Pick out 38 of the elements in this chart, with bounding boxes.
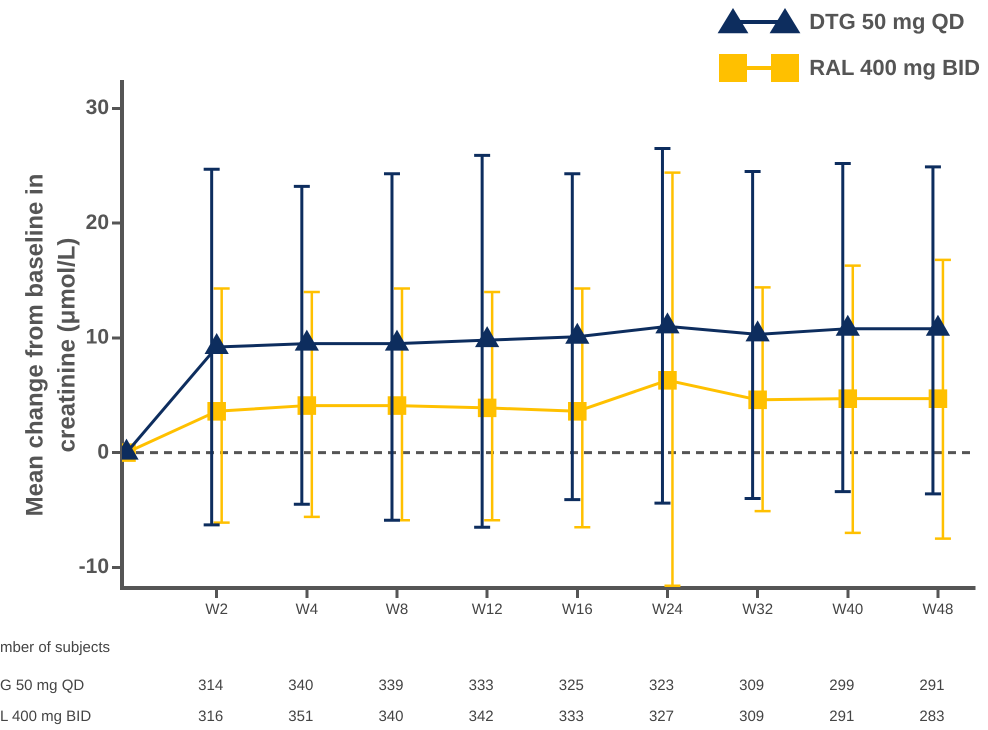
y-axis-title: Mean change from baseline in creatinine (μmol/L) bbox=[22, 174, 81, 516]
x-tick-label: W40 bbox=[832, 601, 864, 618]
y-tick-label: 30 bbox=[86, 96, 109, 120]
text: 309 bbox=[739, 677, 764, 694]
text: mber of subjects bbox=[0, 639, 110, 656]
text: 299 bbox=[829, 677, 854, 694]
text: 340 bbox=[378, 708, 404, 726]
text: 291 bbox=[829, 708, 854, 726]
text: 351 bbox=[288, 708, 314, 726]
text: 339 bbox=[378, 677, 404, 694]
text: 340 bbox=[288, 677, 314, 694]
text: 309 bbox=[739, 708, 764, 726]
x-tick-label: W24 bbox=[652, 601, 683, 618]
text: 283 bbox=[919, 708, 944, 726]
text: G 50 mg QD bbox=[0, 677, 84, 694]
legend-label: RAL 400 mg BID bbox=[809, 55, 980, 81]
text: 291 bbox=[919, 677, 944, 694]
legend-label: DTG 50 mg QD bbox=[809, 9, 964, 35]
y-tick-label: 10 bbox=[86, 326, 109, 349]
text: 325 bbox=[558, 677, 584, 694]
x-tick-label: W4 bbox=[296, 601, 318, 618]
text: L 400 mg BID bbox=[0, 708, 92, 726]
x-tick-label: W2 bbox=[205, 601, 228, 618]
text: 333 bbox=[558, 708, 584, 726]
text: 323 bbox=[648, 677, 674, 694]
x-tick-label: W12 bbox=[472, 601, 503, 618]
x-tick-label: W8 bbox=[386, 601, 408, 618]
text: 333 bbox=[468, 677, 494, 694]
text: 327 bbox=[648, 708, 674, 726]
text: 316 bbox=[198, 708, 224, 726]
y-tick-label: 0 bbox=[97, 440, 109, 464]
x-tick-label: W32 bbox=[742, 601, 774, 618]
y-tick-label: 20 bbox=[86, 210, 109, 234]
y-tick-label: -10 bbox=[78, 555, 109, 578]
x-tick-label: W16 bbox=[562, 601, 593, 618]
text: 342 bbox=[468, 708, 494, 726]
text: 314 bbox=[198, 677, 224, 694]
x-tick-label: W48 bbox=[922, 601, 954, 618]
